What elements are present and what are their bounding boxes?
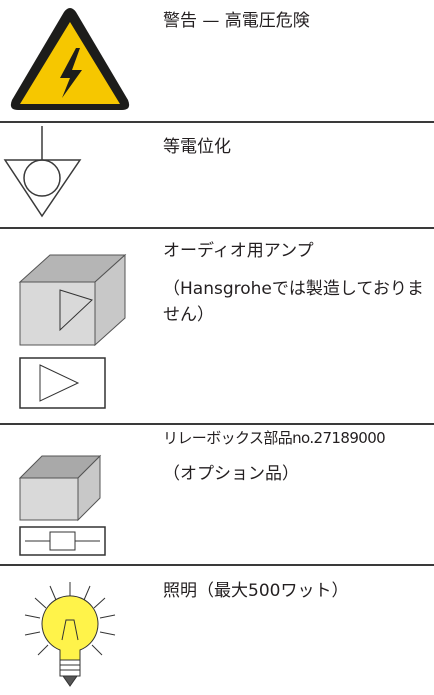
equipotential-icon: [3, 126, 82, 218]
row-label: 照明（最大500ワット）: [163, 581, 349, 601]
row-note: （オプション品）: [163, 464, 299, 484]
row-divider: [0, 121, 434, 123]
row-label: リレーボックス部品no.27189000: [163, 429, 386, 447]
row-divider: [0, 564, 434, 566]
row-note: （Hansgroheでは製造しておりません）: [163, 279, 424, 325]
row-divider: [0, 423, 434, 425]
row-divider: [0, 227, 434, 229]
row-label: 警告 — 高電圧危険: [163, 11, 310, 31]
relay-icon: [18, 454, 106, 556]
warning-icon: [10, 8, 130, 110]
row-label: 等電位化: [163, 137, 231, 157]
amplifier-icon: [18, 253, 127, 409]
lamp-icon: [24, 582, 116, 687]
row-label: オーディオ用アンプ: [163, 241, 314, 261]
